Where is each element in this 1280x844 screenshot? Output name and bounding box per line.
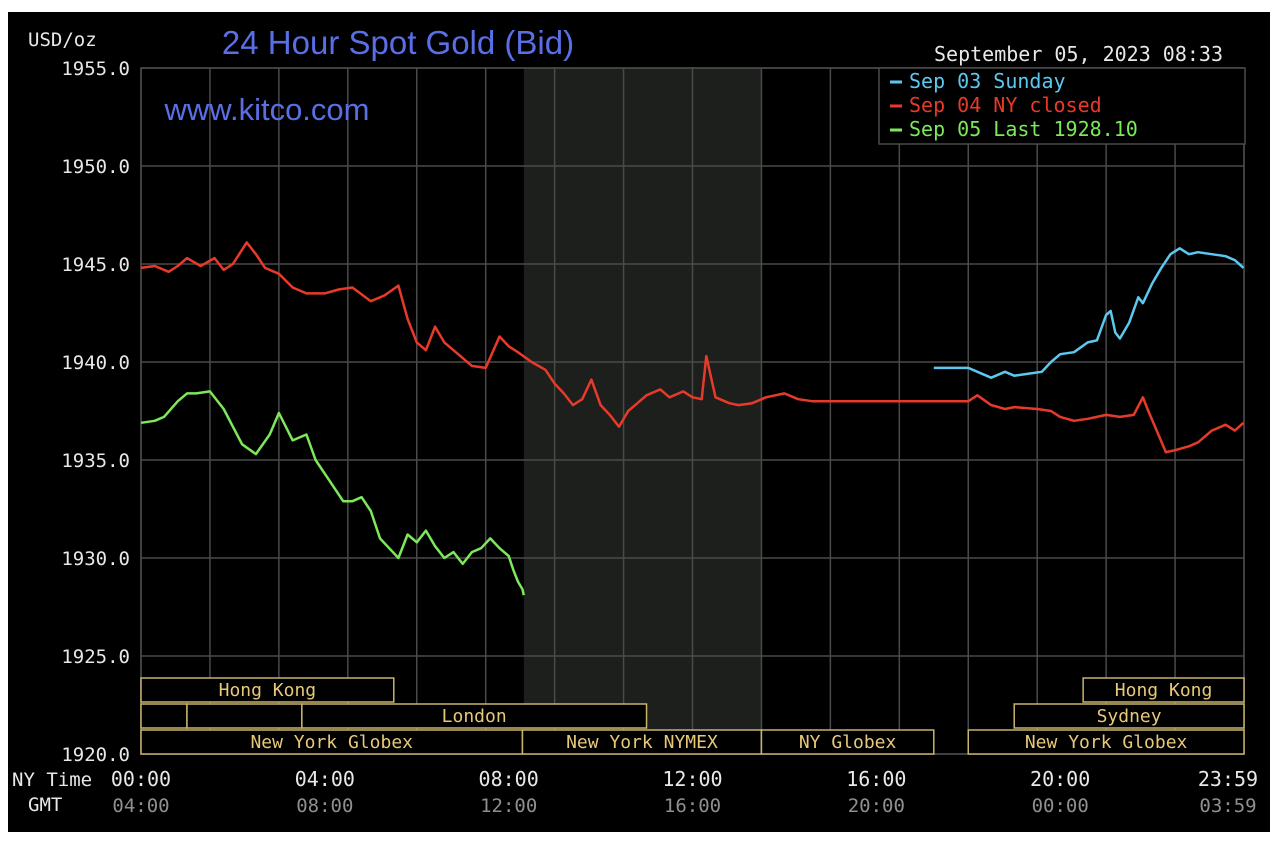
x-tick-label-ny: 08:00: [479, 767, 539, 791]
ny-time-row-label: NY Time: [12, 769, 92, 791]
series-line: [140, 241, 1245, 454]
legend-entry: Sep 05 Last 1928.10: [909, 117, 1138, 141]
x-tick-label-gmt: 03:59: [1199, 795, 1256, 817]
chart-title: 24 Hour Spot Gold (Bid): [222, 24, 574, 61]
session-box: [140, 703, 188, 729]
session-box: [186, 703, 303, 729]
session-label: New York NYMEX: [566, 732, 718, 753]
chart-frame: Hong Kong London New York Globex New York N…: [8, 12, 1270, 832]
session-box: [301, 703, 648, 729]
x-tick-label-gmt: 08:00: [296, 795, 353, 817]
x-tick-label-gmt: 00:00: [1032, 795, 1089, 817]
y-tick-label: 1945.0: [61, 254, 130, 276]
session-label: NY Globex: [799, 732, 897, 753]
x-tick-label-ny: 00:00: [111, 767, 171, 791]
legend-box: [878, 67, 1246, 145]
session-box: [760, 729, 935, 755]
x-tick-label-gmt: 12:00: [480, 795, 537, 817]
x-tick-label-gmt: 04:00: [112, 795, 169, 817]
x-tick-label-gmt: 16:00: [664, 795, 721, 817]
y-tick-label: 1940.0: [61, 352, 130, 374]
session-label: New York Globex: [250, 732, 413, 753]
gold-price-chart: Hong Kong London New York Globex New York N…: [8, 12, 1270, 832]
x-tick-label-ny: 04:00: [295, 767, 355, 791]
y-tick-label: 1920.0: [61, 744, 130, 766]
x-tick-label-ny: 12:00: [662, 767, 722, 791]
x-tick-label-ny: 23:59: [1198, 767, 1258, 791]
legend-entry: Sep 03 Sunday: [909, 69, 1066, 93]
timestamp: September 05, 2023 08:33: [934, 42, 1223, 66]
session-label: London: [442, 706, 507, 727]
trading-sessions: Hong Kong London New York Globex New York N…: [140, 677, 1245, 755]
y-tick-label: 1935.0: [61, 450, 130, 472]
x-tick-label-ny: 20:00: [1030, 767, 1090, 791]
legend-entry: Sep 04 NY closed: [909, 93, 1102, 117]
axes: 1955.0 1950.0 1945.0 1940.0 1935.0 1930.0 1925…: [61, 58, 1258, 817]
session-label: New York Globex: [1025, 732, 1188, 753]
series-line: [933, 247, 1245, 379]
x-tick-label-gmt: 20:00: [848, 795, 905, 817]
ny-session-shade: [523, 68, 762, 754]
session-label: Sydney: [1097, 706, 1162, 727]
watermark-text: www.kitco.com: [164, 92, 370, 127]
y-tick-label: 1930.0: [61, 548, 130, 570]
x-tick-label-ny: 16:00: [846, 767, 906, 791]
y-tick-label: 1955.0: [61, 58, 130, 80]
series-line: [140, 390, 526, 596]
y-axis-unit-label: USD/oz: [28, 29, 97, 51]
gmt-row-label: GMT: [28, 794, 62, 816]
y-tick-label: 1925.0: [61, 646, 130, 668]
y-tick-label: 1950.0: [61, 156, 130, 178]
session-box: [1082, 677, 1245, 703]
session-box: [140, 677, 395, 703]
session-box: [1013, 703, 1245, 729]
series-lines: [140, 241, 1245, 596]
session-box: [967, 729, 1245, 755]
session-label: Hong Kong: [1115, 680, 1213, 701]
session-label: Hong Kong: [219, 680, 317, 701]
session-box: [521, 729, 763, 755]
